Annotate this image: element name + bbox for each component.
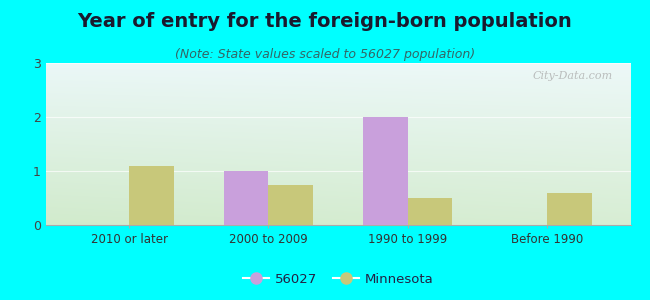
Text: City-Data.com: City-Data.com	[533, 71, 613, 81]
Bar	[547, 193, 592, 225]
Bar	[363, 117, 408, 225]
Legend: 56027, Minnesota: 56027, Minnesota	[238, 267, 438, 291]
Text: Year of entry for the foreign-born population: Year of entry for the foreign-born popul…	[77, 12, 573, 31]
Bar	[268, 184, 313, 225]
Text: (Note: State values scaled to 56027 population): (Note: State values scaled to 56027 popu…	[175, 48, 475, 61]
Bar	[129, 166, 174, 225]
Bar	[408, 198, 452, 225]
Bar	[224, 171, 268, 225]
